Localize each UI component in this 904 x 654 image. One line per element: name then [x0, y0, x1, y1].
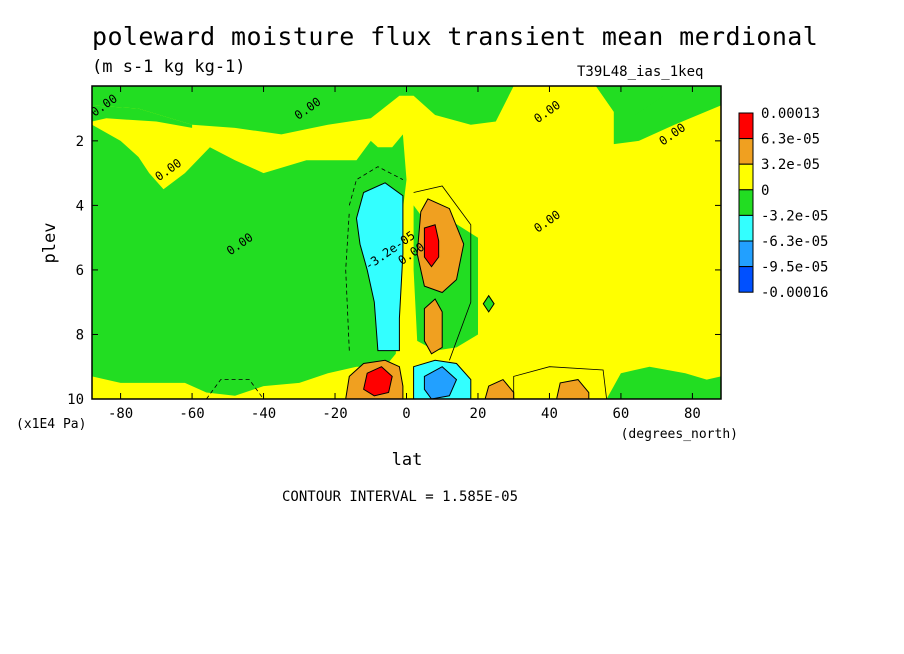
colorbar-label: 6.3e-05: [761, 132, 820, 148]
colorbar-swatch: [738, 138, 754, 165]
contour-region-upper-band: [92, 86, 721, 145]
contour-line-south-surface-dashed: [206, 379, 264, 399]
y-tick-label: 6: [76, 263, 84, 279]
x-tick-label: -40: [251, 406, 276, 422]
contour-interval-label: CONTOUR INTERVAL = 1.585E-05: [282, 489, 519, 505]
x-axis-label: lat: [392, 450, 423, 470]
contour-region-north-tropics-peak: [423, 224, 440, 268]
colorbar-label: 0: [761, 183, 769, 199]
colorbar-swatch: [738, 163, 754, 191]
y-tick-label: 8: [76, 327, 84, 343]
contour-line-south-dashed: [348, 166, 404, 206]
colorbar-label: -9.5e-05: [761, 260, 828, 276]
x-tick-label: -20: [322, 406, 347, 422]
y-axis-units: (x1E4 Pa): [16, 417, 86, 432]
contour-region-south-surface-peak: [363, 366, 393, 397]
x-tick-label: 60: [613, 406, 630, 422]
contour-region-north-surface-pos: [484, 378, 515, 399]
colorbar-swatch: [738, 266, 754, 293]
contour-region-upper-band-north: [595, 86, 721, 115]
x-tick-label: -60: [179, 406, 204, 422]
contour-line-south-dashed-2: [345, 211, 350, 351]
contour-line-north-solid-2: [513, 366, 607, 399]
contour-line-north-solid: [413, 185, 472, 361]
contour-region-south-edge: [92, 105, 193, 128]
contour-region-south-tropics-neg: [355, 182, 404, 352]
x-tick-label: 80: [684, 406, 701, 422]
contour-region-north-surface-min: [423, 366, 458, 399]
colorbar-label: -6.3e-05: [761, 234, 828, 250]
chart-title: poleward moisture flux transient mean me…: [92, 22, 819, 51]
colorbar-label: 0.00013: [761, 106, 820, 122]
colorbar-label: -3.2e-05: [761, 208, 828, 224]
chart-units: (m s-1 kg kg-1): [92, 57, 246, 77]
colorbar-swatch: [738, 112, 754, 140]
y-tick-label: 4: [76, 198, 84, 214]
y-tick-label: 10: [67, 392, 84, 408]
contour-region-diamond: [482, 294, 495, 313]
contour-region-north-tropics-pos: [416, 198, 465, 294]
y-tick-label: 2: [76, 134, 84, 150]
contour-region-north-tropics-pos-lower: [423, 298, 443, 355]
colorbar-swatch: [738, 189, 754, 216]
colorbar-swatch: [738, 214, 754, 242]
colorbar-label: 3.2e-05: [761, 157, 820, 173]
colorbar-swatch: [738, 240, 754, 268]
x-tick-label: -80: [108, 406, 133, 422]
contour-region-south-lower: [92, 124, 407, 396]
x-tick-label: 20: [470, 406, 487, 422]
y-axis-label: plev: [40, 223, 60, 264]
run-label: T39L48_ias_1keq: [577, 64, 704, 80]
colorbar-label: -0.00016: [761, 285, 828, 301]
x-axis-units: (degrees_north): [621, 427, 738, 442]
contour-region-north-surface-pos2: [556, 379, 590, 399]
contour-region-north-high: [606, 366, 721, 399]
x-tick-label: 40: [541, 406, 558, 422]
x-tick-label: 0: [402, 406, 410, 422]
